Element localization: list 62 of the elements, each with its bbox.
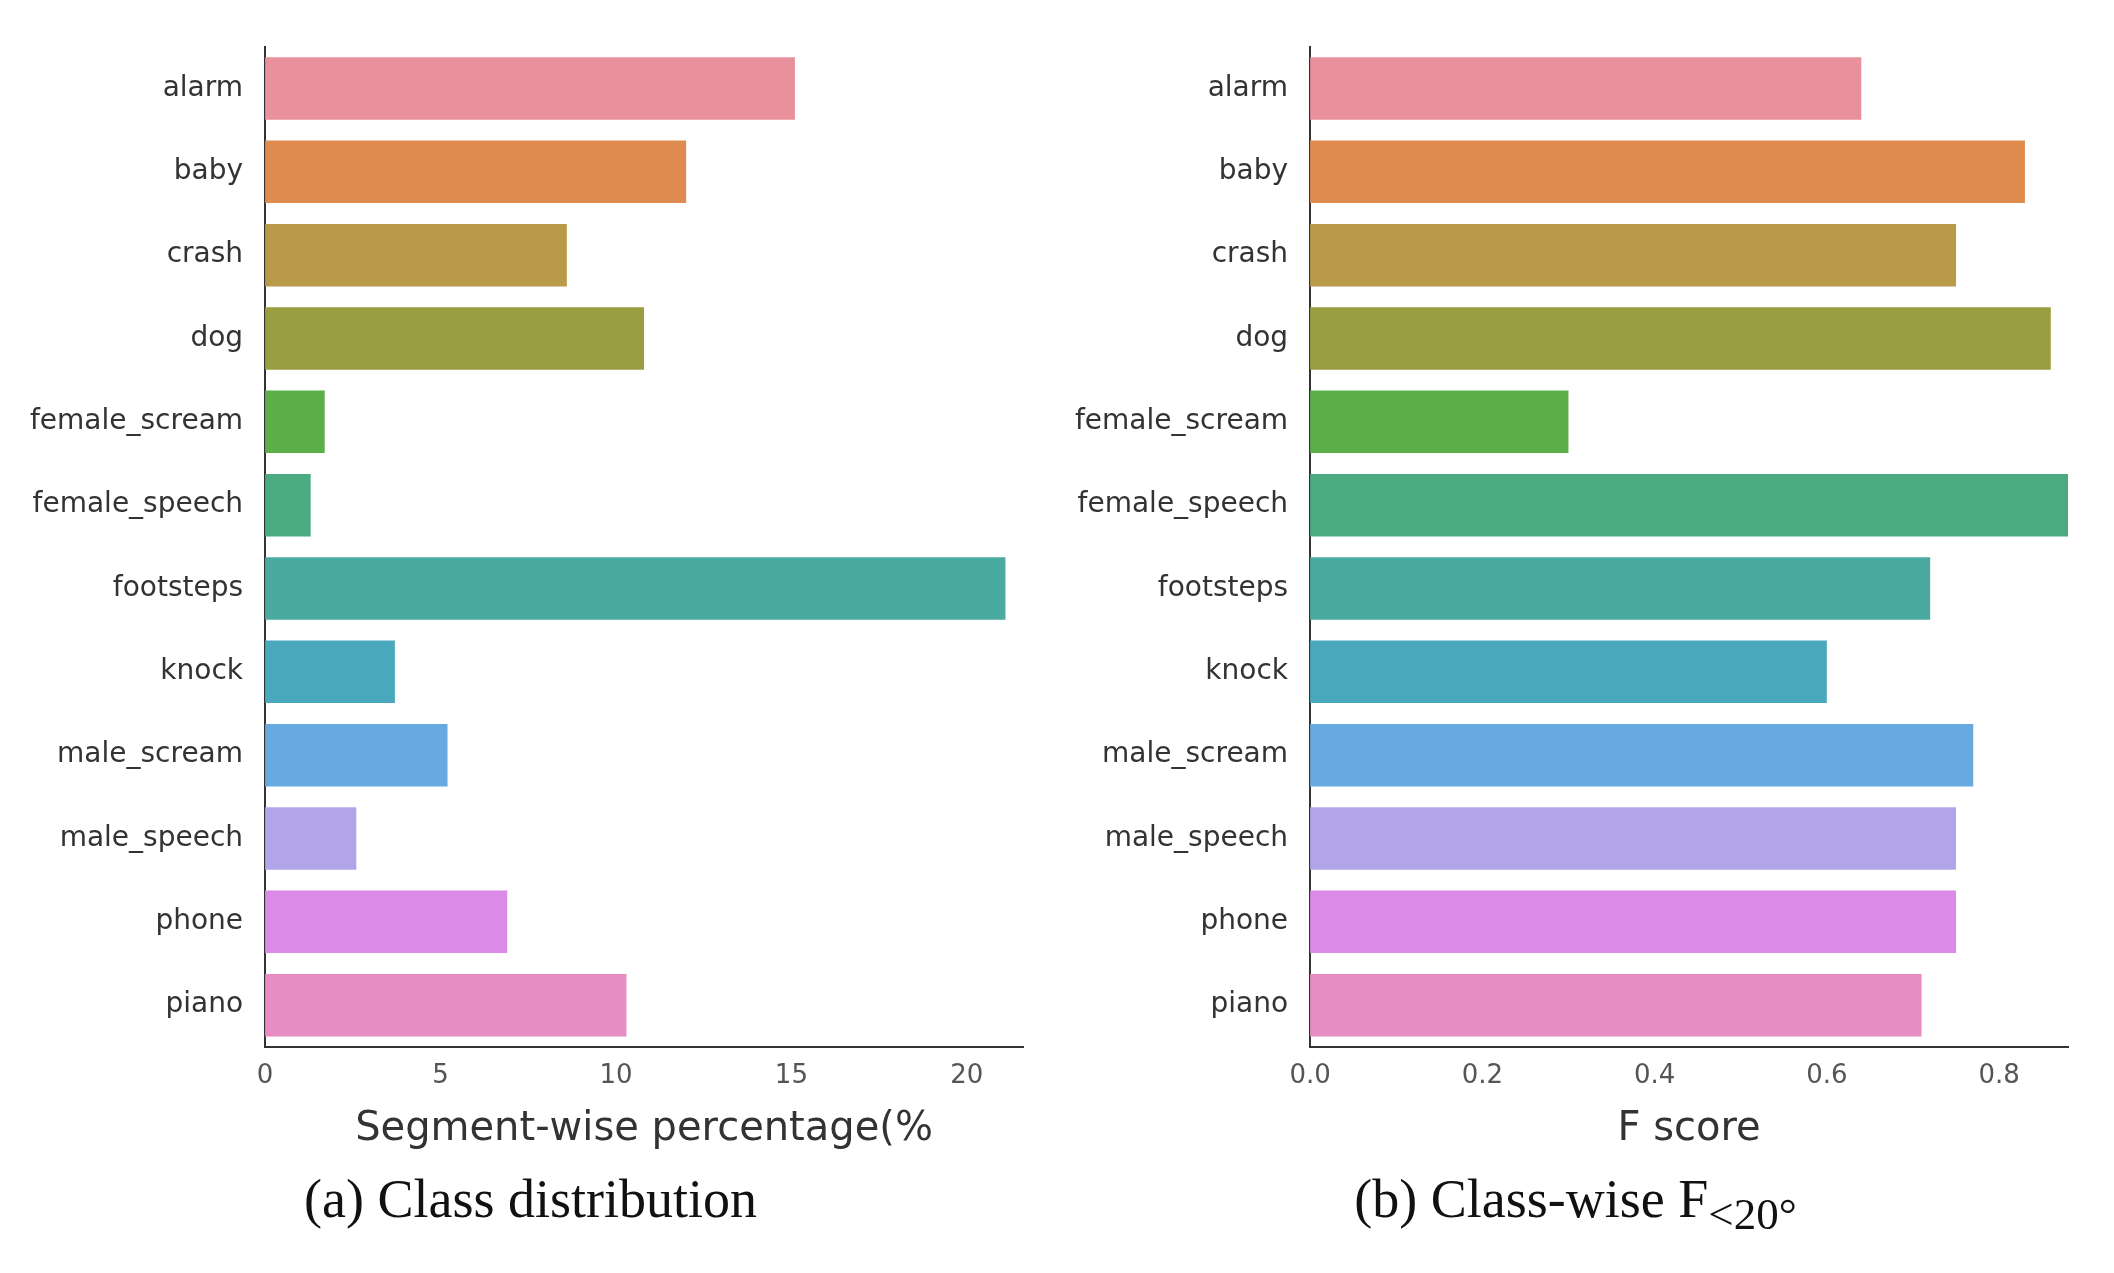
- bar: [265, 973, 627, 1037]
- text: (b) Class-wise F$_{<20°}$: [1353, 1168, 1798, 1240]
- y-tick-label: female_scream: [30, 403, 244, 437]
- x-tick-label: 0: [256, 1059, 274, 1090]
- y-tick-label: female_scream: [1075, 403, 1289, 437]
- x-tick-label: 0.8: [1978, 1059, 2020, 1090]
- bar: [265, 557, 1006, 620]
- bar: [1310, 140, 2025, 204]
- bar: [265, 890, 508, 954]
- bar: [1310, 973, 1922, 1037]
- bar: [265, 807, 357, 870]
- x-tick-label: 5: [432, 1059, 449, 1090]
- y-tick-label: alarm: [1207, 69, 1289, 103]
- x-tick-label: 0.2: [1461, 1059, 1503, 1090]
- x-tick-label: 15: [774, 1059, 808, 1090]
- y-tick-label: phone: [1200, 903, 1289, 937]
- bar: [265, 640, 395, 704]
- bar: [265, 140, 687, 204]
- y-tick-label: piano: [165, 986, 244, 1020]
- x-tick-label: 0.4: [1633, 1059, 1676, 1090]
- x-axis-title: F score: [1617, 1103, 1761, 1150]
- y-tick-label: female_speech: [32, 486, 244, 520]
- x-axis-title: Segment-wise percentage(%: [355, 1103, 933, 1150]
- bar: [1310, 723, 1974, 787]
- y-tick-label: baby: [173, 153, 244, 187]
- text: (a) Class distribution: [303, 1168, 758, 1230]
- y-tick-label: crash: [166, 236, 244, 270]
- y-tick-label: footsteps: [112, 569, 244, 603]
- y-tick-label: dog: [1235, 319, 1289, 353]
- bar: [1310, 57, 1862, 120]
- y-tick-label: footsteps: [1157, 569, 1289, 603]
- bar: [1310, 640, 1827, 704]
- bar: [1310, 557, 1931, 620]
- bar: [1310, 390, 1569, 454]
- x-tick-label: 0.6: [1806, 1059, 1848, 1090]
- x-tick-label: 20: [950, 1059, 984, 1090]
- bar: [265, 307, 645, 370]
- y-tick-label: dog: [190, 319, 244, 353]
- y-tick-label: crash: [1211, 236, 1289, 270]
- bar: [265, 723, 448, 787]
- y-tick-label: male_scream: [57, 736, 244, 770]
- x-tick-label: 10: [599, 1059, 633, 1090]
- bar: [1310, 307, 2051, 370]
- bar: [1310, 223, 1957, 287]
- bar: [1310, 807, 1957, 870]
- bar: [265, 473, 311, 537]
- bar: [265, 390, 325, 454]
- bar: [265, 57, 795, 120]
- y-tick-label: male_scream: [1102, 736, 1289, 770]
- y-tick-label: piano: [1210, 986, 1289, 1020]
- bar: [1310, 890, 1957, 954]
- y-tick-label: phone: [155, 903, 244, 937]
- y-tick-label: male_speech: [59, 819, 244, 853]
- y-tick-label: female_speech: [1077, 486, 1289, 520]
- y-tick-label: male_speech: [1104, 819, 1289, 853]
- y-tick-label: knock: [160, 653, 244, 687]
- bar: [265, 223, 567, 287]
- x-tick-label: 0.0: [1289, 1059, 1331, 1090]
- y-tick-label: knock: [1205, 653, 1289, 687]
- y-tick-label: alarm: [162, 69, 244, 103]
- y-tick-label: baby: [1218, 153, 1289, 187]
- bar: [1310, 473, 2068, 537]
